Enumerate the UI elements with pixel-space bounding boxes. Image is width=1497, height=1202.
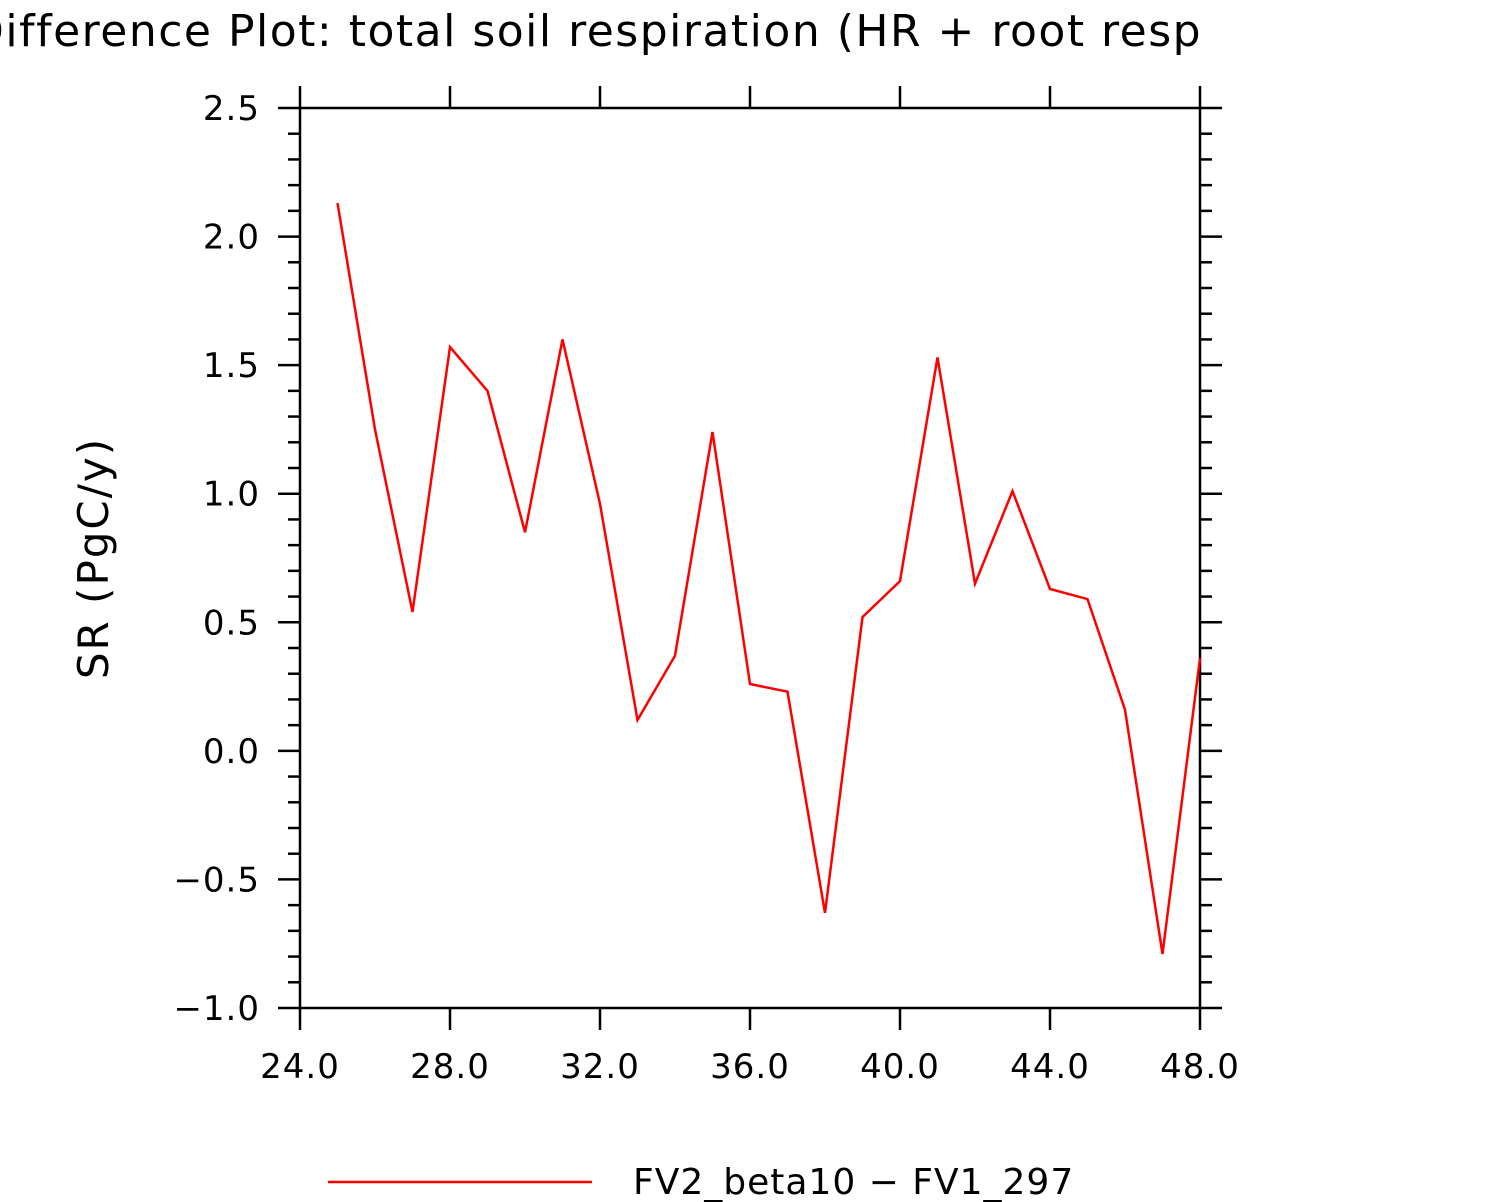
y-tick-label: 1.0 bbox=[203, 475, 260, 515]
x-tick-label: 48.0 bbox=[1160, 1047, 1240, 1087]
x-tick-label: 36.0 bbox=[710, 1047, 790, 1087]
x-tick-label: 40.0 bbox=[860, 1047, 940, 1087]
x-tick-label: 32.0 bbox=[560, 1047, 640, 1087]
series-lines bbox=[336, 202, 1202, 955]
y-axis-label: SR (PgC/y) bbox=[69, 437, 118, 679]
series-line bbox=[336, 202, 1202, 955]
x-tick-label: 24.0 bbox=[260, 1047, 340, 1087]
x-tick-labels: 24.0 28.0 32.0 36.0 40.0 44.0 48.0 bbox=[260, 1047, 1240, 1087]
y-tick-label: 0.0 bbox=[203, 732, 260, 772]
x-tick-label: 28.0 bbox=[410, 1047, 490, 1087]
axis-ticks bbox=[278, 86, 1222, 1030]
y-tick-label: 2.0 bbox=[203, 218, 260, 258]
y-tick-labels: 2.5 2.0 1.5 1.0 0.5 0.0 −0.5 −1.0 bbox=[173, 89, 260, 1029]
plot-frame bbox=[298, 106, 1202, 1010]
chart-title: Difference Plot: total soil respiration … bbox=[0, 6, 1202, 57]
y-tick-label: 0.5 bbox=[203, 603, 260, 643]
legend-label: FV2_beta10 − FV1_297 bbox=[633, 1162, 1074, 1202]
y-tick-label: 1.5 bbox=[203, 346, 260, 386]
y-tick-label: −1.0 bbox=[173, 989, 260, 1029]
legend: FV2_beta10 − FV1_297 bbox=[328, 1162, 1074, 1202]
y-tick-label: −0.5 bbox=[173, 860, 260, 900]
y-tick-label: 2.5 bbox=[203, 89, 260, 129]
x-tick-label: 44.0 bbox=[1010, 1047, 1090, 1087]
